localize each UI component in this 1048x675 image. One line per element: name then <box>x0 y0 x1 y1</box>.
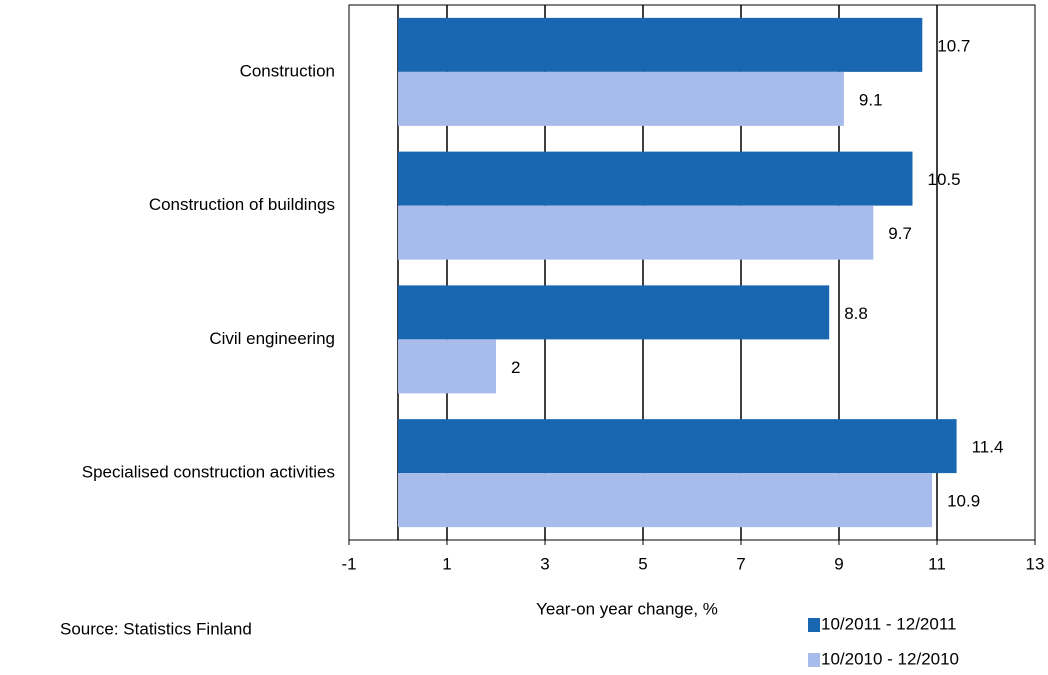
value-label: 2 <box>511 358 520 377</box>
bar <box>398 285 830 340</box>
value-label: 10.7 <box>937 36 970 55</box>
value-label: 9.7 <box>888 224 912 243</box>
x-tick-label: 7 <box>736 554 745 573</box>
bar <box>398 205 874 260</box>
legend-label: 10/2010 - 12/2010 <box>821 649 959 668</box>
bar <box>398 71 844 126</box>
bar <box>398 339 496 394</box>
x-tick-label: 13 <box>1026 554 1045 573</box>
x-tick-label: 3 <box>540 554 549 573</box>
bar <box>398 419 957 474</box>
bar <box>398 17 923 72</box>
plot-frame <box>348 4 1036 541</box>
y-tick-label: Construction of buildings <box>149 195 335 214</box>
y-tick-label: Civil engineering <box>209 329 335 348</box>
value-label: 11.4 <box>972 438 1004 457</box>
source-note: Source: Statistics Finland <box>60 619 252 638</box>
x-tick-label: 9 <box>834 554 843 573</box>
value-label: 10.5 <box>928 170 961 189</box>
x-tick-label: 5 <box>638 554 647 573</box>
x-axis-label: Year-on year change, % <box>536 599 718 618</box>
legend-swatch <box>808 653 820 667</box>
value-label: 8.8 <box>844 304 868 323</box>
bar <box>398 151 913 206</box>
y-tick-label: Construction <box>240 61 335 80</box>
value-label: 9.1 <box>859 90 883 109</box>
bar <box>398 473 933 528</box>
value-label: 10.9 <box>947 492 980 511</box>
legend-label: 10/2011 - 12/2011 <box>821 614 957 633</box>
x-tick-label: 11 <box>928 554 946 573</box>
y-tick-label: Specialised construction activities <box>82 463 335 482</box>
x-tick-label: -1 <box>341 554 356 573</box>
x-tick-label: 1 <box>442 554 451 573</box>
legend-swatch <box>808 618 820 632</box>
